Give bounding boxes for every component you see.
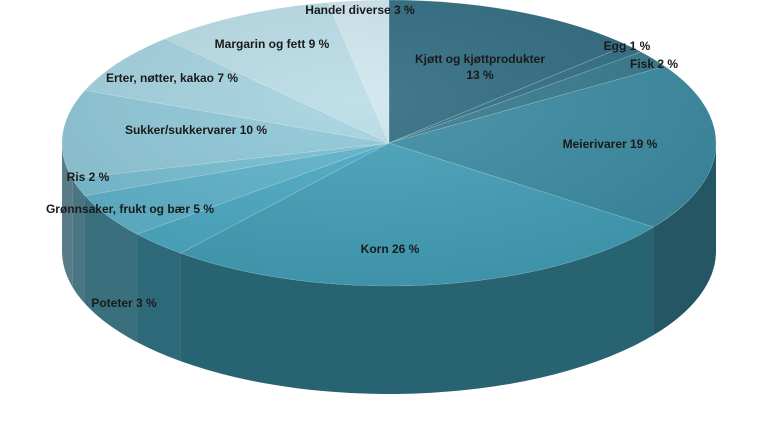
pie-label-ris: Ris 2 % [67,170,110,184]
pie-label-handel-diverse: Handel diverse 3 % [305,3,415,17]
pie-side-ris [72,178,85,304]
pie-label-korn: Korn 26 % [361,242,420,256]
pie-label-sukker-sukkervarer: Sukker/sukkervarer 10 % [125,123,267,137]
pie-label-gronnsaker-frukt-og-baer: Grønnsaker, frukt og bær 5 % [46,202,214,216]
pie-label-kjott-og-kjottprodukter: Kjøtt og kjøttprodukter 13 % [415,52,545,82]
pie-label-fisk: Fisk 2 % [630,57,678,71]
pie-label-egg: Egg 1 % [604,39,651,53]
pie-labels: Kjøtt og kjøttprodukter 13 % Egg 1 % Fisk 2… [46,3,678,310]
pie-label-erter-notter-kakao: Erter, nøtter, kakao 7 % [106,71,238,85]
pie-side-korn [180,227,654,394]
pie-label-meierivarer: Meierivarer 19 % [563,137,658,151]
pie-label-margarin-og-fett: Margarin og fett 9 % [215,37,330,51]
pie-label-poteter: Poteter 3 % [91,296,157,310]
